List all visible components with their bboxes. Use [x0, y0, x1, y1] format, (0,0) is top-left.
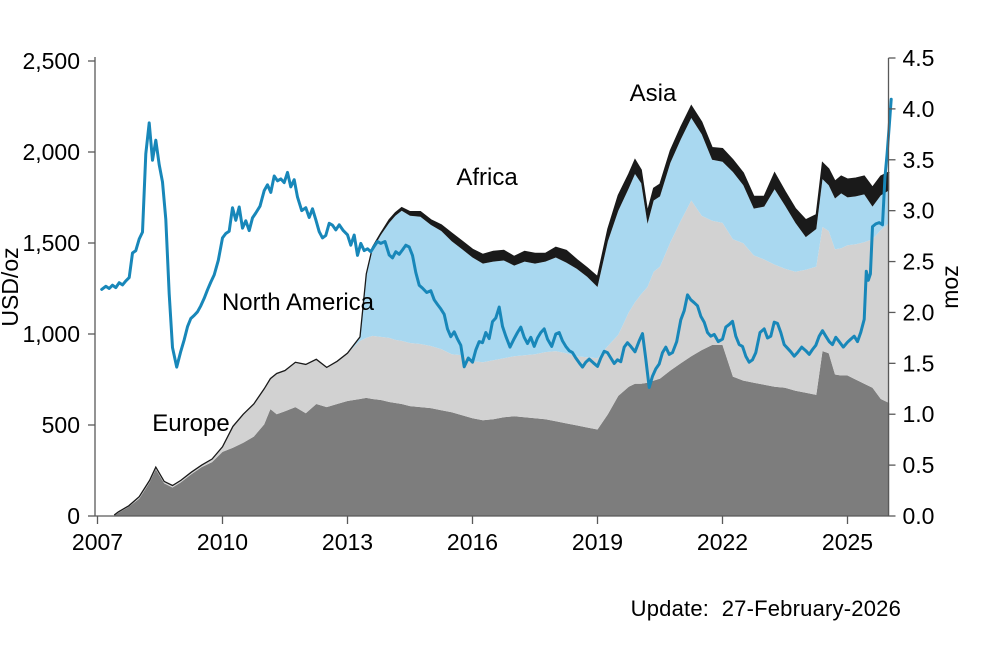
right-axis-tick-label: 0.0 [903, 503, 935, 529]
right-axis-tick-label: 2.0 [903, 299, 935, 325]
x-axis-tick-label: 2019 [572, 529, 623, 555]
right-axis-tick-label: 3.0 [903, 198, 935, 224]
right-axis-tick-label: 4.0 [903, 96, 935, 122]
right-axis-title: moz [937, 265, 963, 308]
region-labels: Asia Africa North America Europe [152, 80, 677, 437]
left-axis-title: USD/oz [0, 247, 23, 326]
region-label-europe: Europe [152, 410, 229, 437]
update-note-label: Update: 27-February-2026 [630, 596, 901, 621]
region-label-africa: Africa [456, 164, 518, 191]
x-axis-tick-label: 2025 [822, 529, 873, 555]
price-line [100, 97, 893, 389]
right-axis-tick-label: 4.5 [903, 45, 935, 71]
left-axis-tick-label: 0 [67, 503, 80, 529]
total-holdings-outline [113, 104, 890, 516]
area-north-america [114, 200, 890, 515]
x-axis-tick-label: 2016 [447, 529, 498, 555]
left-axis-tick-label: 2,500 [22, 48, 80, 74]
right-axis-tick-label: 3.5 [903, 147, 935, 173]
right-axis-tick-label: 2.5 [903, 249, 935, 275]
left-axis-tick-label: 1,500 [22, 230, 80, 256]
region-label-north-america: North America [222, 289, 375, 316]
x-axis-tick-label: 2022 [697, 529, 748, 555]
left-axis-tick-label: 500 [42, 412, 80, 438]
region-label-asia: Asia [630, 80, 677, 107]
x-axis-tick-label: 2010 [197, 529, 248, 555]
left-axis-tick-label: 2,000 [22, 139, 80, 165]
x-axis-tick-label: 2013 [322, 529, 373, 555]
right-axis-tick-label: 1.0 [903, 401, 935, 427]
left-axis-tick-label: 1,000 [22, 321, 80, 347]
area-europe [114, 345, 890, 516]
right-axis-tick-label: 1.5 [903, 350, 935, 376]
x-axis-tick-label: 2007 [72, 529, 123, 555]
right-axis-tick-label: 0.5 [903, 452, 935, 478]
axes: 0 500 1,000 1,500 2,000 2,500 0.0 0.5 1.0 1.5 2.0 2… [0, 45, 963, 555]
